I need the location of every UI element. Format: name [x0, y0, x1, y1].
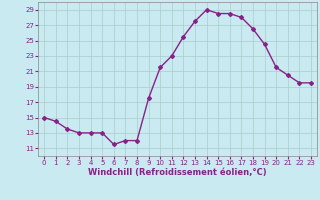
X-axis label: Windchill (Refroidissement éolien,°C): Windchill (Refroidissement éolien,°C) [88, 168, 267, 177]
